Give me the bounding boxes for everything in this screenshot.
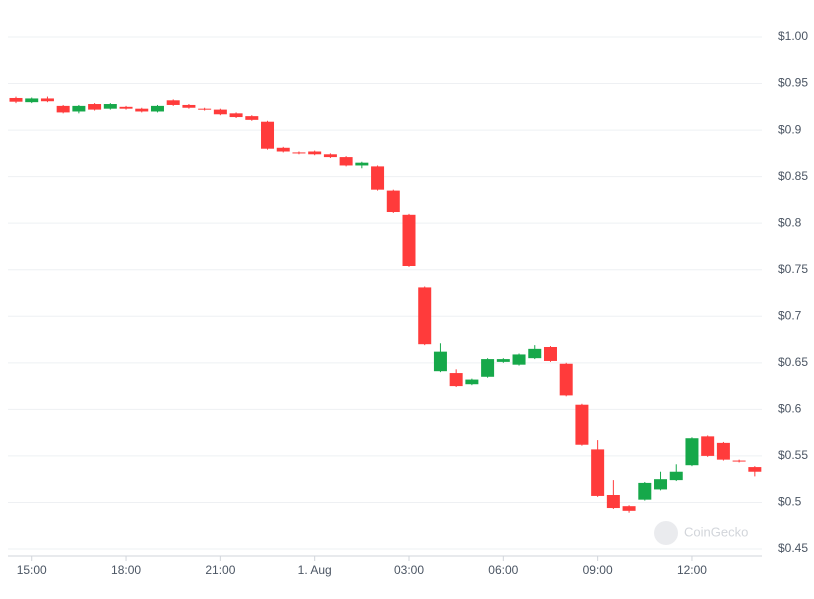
candle-body bbox=[213, 109, 227, 115]
y-tick-label: $0.7 bbox=[778, 308, 802, 322]
candle-body bbox=[685, 438, 699, 466]
candle-body bbox=[622, 506, 636, 511]
candle-body bbox=[669, 471, 683, 481]
candle-body bbox=[481, 359, 495, 377]
candle-body bbox=[103, 104, 117, 109]
candle-body bbox=[119, 106, 133, 109]
candle-body bbox=[229, 113, 243, 118]
x-tick-label: 09:00 bbox=[583, 563, 613, 577]
candle-body bbox=[716, 442, 730, 460]
y-tick-label: $0.8 bbox=[778, 215, 802, 229]
candle-body bbox=[575, 404, 589, 445]
candle-body bbox=[606, 495, 620, 509]
y-tick-label: $0.6 bbox=[778, 402, 802, 416]
candle-body bbox=[638, 482, 652, 500]
candle-body bbox=[701, 436, 715, 456]
candle-body bbox=[433, 351, 447, 372]
x-tick-label: 12:00 bbox=[677, 563, 707, 577]
candle-body bbox=[166, 100, 180, 105]
candle-body bbox=[88, 104, 102, 110]
candle-body bbox=[25, 98, 39, 103]
x-tick-label: 15:00 bbox=[17, 563, 47, 577]
y-tick-label: $1.00 bbox=[778, 29, 808, 43]
y-tick-label: $0.5 bbox=[778, 495, 802, 509]
y-tick-label: $0.9 bbox=[778, 122, 802, 136]
candle-body bbox=[496, 359, 510, 362]
candle-body bbox=[245, 116, 259, 120]
candle-body bbox=[559, 363, 573, 396]
candle-body bbox=[748, 467, 762, 472]
candle-body bbox=[512, 354, 526, 365]
candle-body bbox=[528, 348, 542, 359]
candle-body bbox=[261, 121, 275, 149]
candle-body bbox=[40, 98, 54, 102]
candle-body bbox=[276, 147, 290, 152]
x-tick-label: 06:00 bbox=[488, 563, 518, 577]
candle-body bbox=[386, 190, 400, 213]
candle-body bbox=[465, 379, 479, 385]
candle-body bbox=[339, 157, 353, 166]
candle-body bbox=[402, 214, 416, 267]
candle-body bbox=[308, 151, 322, 155]
y-tick-label: $0.95 bbox=[778, 76, 808, 90]
y-tick-label: $0.55 bbox=[778, 448, 808, 462]
candle-body bbox=[135, 108, 149, 112]
candle-body bbox=[182, 104, 196, 108]
x-tick-label: 21:00 bbox=[205, 563, 235, 577]
candle-body bbox=[654, 479, 668, 490]
candle-body bbox=[591, 449, 605, 496]
watermark-text: CoinGecko bbox=[684, 524, 748, 539]
candle-body bbox=[418, 287, 432, 345]
candle-body bbox=[9, 97, 23, 102]
x-tick-label: 18:00 bbox=[111, 563, 141, 577]
y-tick-label: $0.85 bbox=[778, 169, 808, 183]
candle-body bbox=[732, 460, 746, 462]
y-tick-label: $0.75 bbox=[778, 262, 808, 276]
y-tick-label: $0.65 bbox=[778, 355, 808, 369]
y-tick-label: $0.45 bbox=[778, 541, 808, 555]
candle-body bbox=[56, 105, 70, 113]
candle-body bbox=[292, 152, 306, 154]
candle-body bbox=[323, 154, 337, 158]
candle-body bbox=[355, 162, 369, 166]
candle-body bbox=[72, 105, 86, 112]
candle-body bbox=[371, 166, 385, 190]
candle-body bbox=[198, 108, 212, 110]
candle-body bbox=[449, 373, 463, 387]
watermark-logo bbox=[654, 521, 678, 545]
x-tick-label: 1. Aug bbox=[298, 563, 332, 577]
candle-body bbox=[150, 105, 164, 112]
watermark: CoinGecko bbox=[654, 521, 748, 545]
candle-body bbox=[543, 346, 557, 361]
x-tick-label: 03:00 bbox=[394, 563, 424, 577]
